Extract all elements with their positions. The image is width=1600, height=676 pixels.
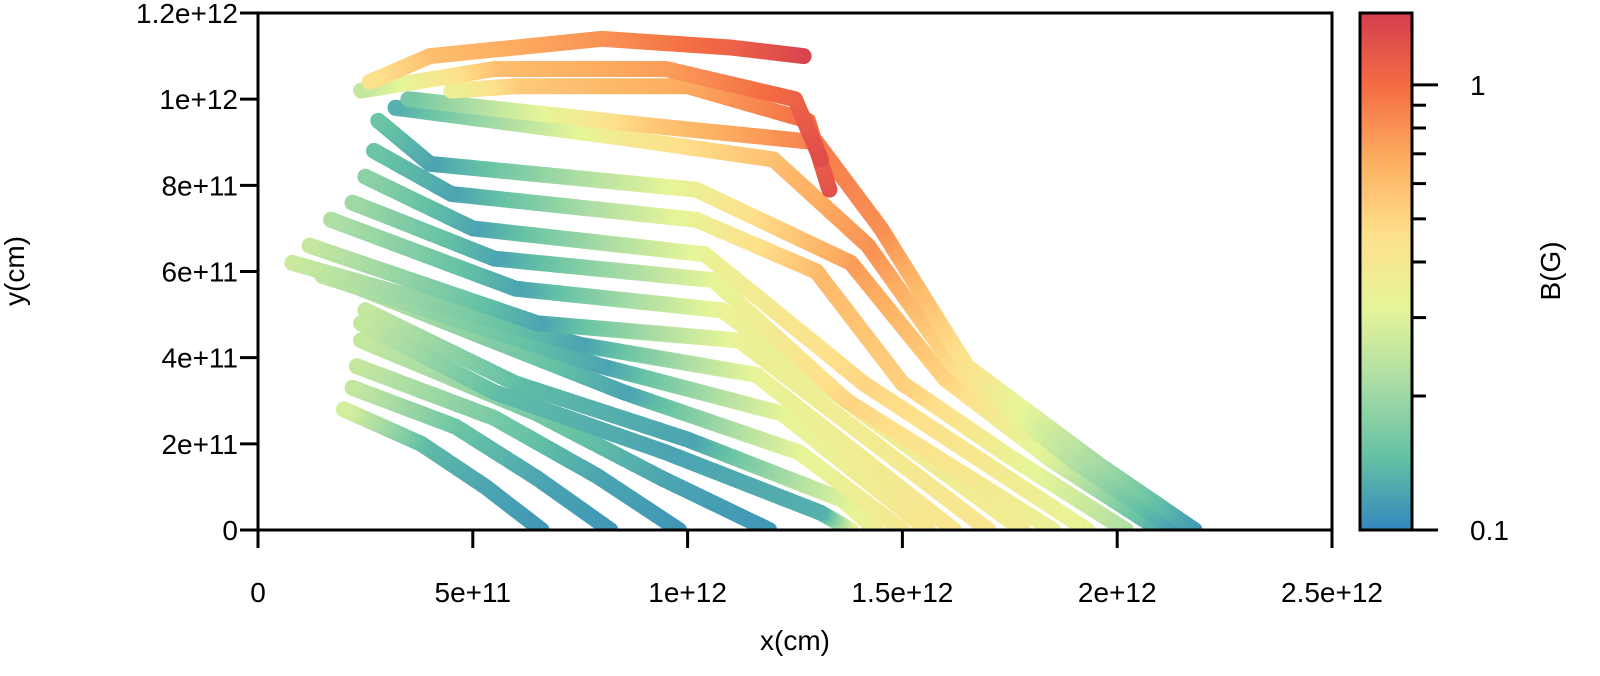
field-line-10-point xyxy=(301,237,318,254)
y-tick-label: 6e+11 xyxy=(161,257,238,288)
field-line-13-point xyxy=(357,168,374,185)
field-line-12-point xyxy=(344,194,361,211)
colorbar: 10.1 B(G) xyxy=(1358,11,1566,546)
y-tick-label: 2e+11 xyxy=(161,429,238,460)
field-line-5-point xyxy=(353,315,370,332)
y-tick-label: 1.2e+12 xyxy=(136,0,238,29)
field-line-3-point xyxy=(348,358,365,375)
scatter-points xyxy=(284,30,1203,530)
colorbar-tick-label: 1 xyxy=(1470,70,1486,101)
colorbar-tick-label: 0.1 xyxy=(1470,515,1509,546)
colorbar-ticks: 10.1 xyxy=(1412,70,1509,546)
field-line-18-point xyxy=(443,82,460,99)
y-tick-label: 4e+11 xyxy=(161,343,238,374)
y-tick-label: 8e+11 xyxy=(161,170,238,201)
field-line-20-point xyxy=(361,73,378,90)
x-tick-label: 2e+12 xyxy=(1078,577,1157,608)
y-tick-label: 1e+12 xyxy=(159,84,238,115)
field-line-9-point xyxy=(284,254,301,271)
y-axis-label: y(cm) xyxy=(0,236,30,306)
field-line-15-point xyxy=(370,112,387,129)
field-line-17-point xyxy=(400,91,417,108)
field-line-11-point xyxy=(323,211,339,228)
field-line-6-point xyxy=(357,302,374,319)
field-line-4-point xyxy=(353,332,370,349)
y-axis: 0 2e+11 4e+11 6e+11 8e+11 1e+12 1.2e+12 xyxy=(136,0,258,546)
y-tick-label: 0 xyxy=(222,515,238,546)
x-tick-label: 2.5e+12 xyxy=(1281,577,1383,608)
x-axis: 0 5e+11 1e+12 1.5e+12 2e+12 2.5e+12 xyxy=(250,530,1383,608)
field-line-2-point xyxy=(344,379,361,396)
x-tick-label: 1.5e+12 xyxy=(851,577,953,608)
x-axis-label: x(cm) xyxy=(760,625,830,656)
x-tick-label: 0 xyxy=(250,577,266,608)
colorbar-gradient xyxy=(1358,11,1414,532)
field-line-14-point xyxy=(366,142,382,159)
x-tick-label: 5e+11 xyxy=(435,577,512,608)
field-line-16-point xyxy=(387,99,404,116)
field-line-1-point xyxy=(335,401,352,418)
colorbar-label: B(G) xyxy=(1535,241,1566,300)
x-tick-label: 1e+12 xyxy=(648,577,727,608)
